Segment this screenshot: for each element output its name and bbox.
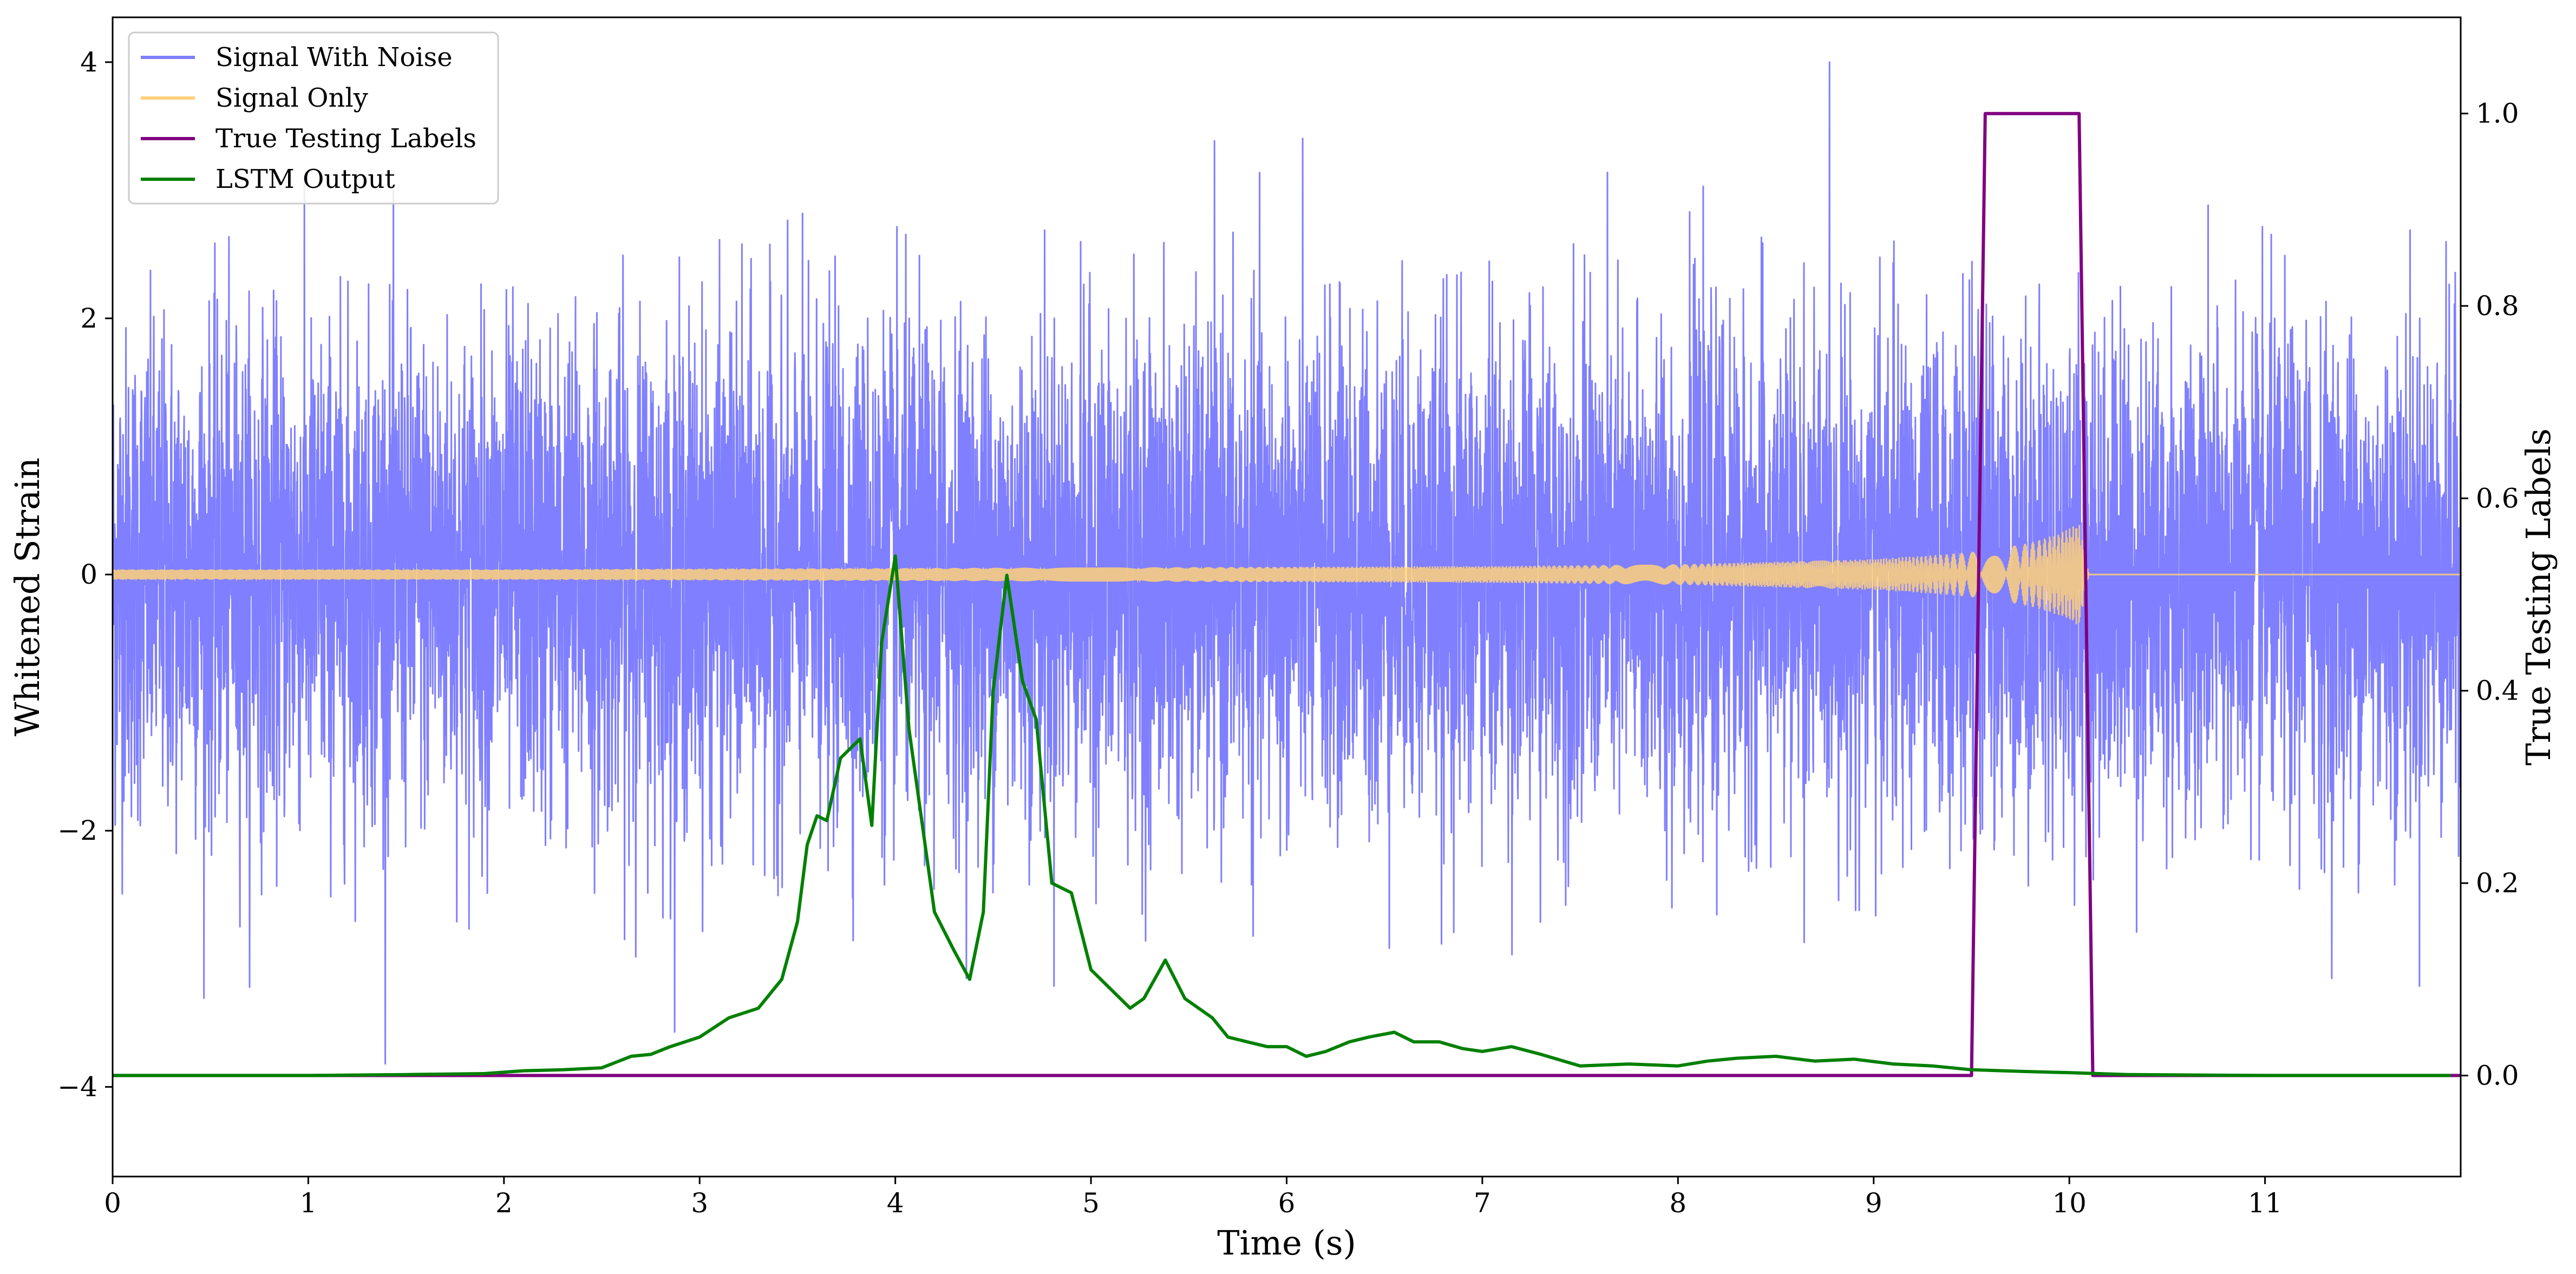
y-tick-label: 2 (80, 303, 97, 334)
x-tick-label: 7 (1474, 1187, 1491, 1219)
x-tick-label: 6 (1278, 1187, 1296, 1219)
y-right-tick-label: 0.6 (2476, 482, 2519, 514)
signal-only-line (113, 525, 2461, 625)
plot-area (113, 61, 2461, 1077)
axes: 0 1 2 3 4 5 6 7 8 9 10 11 −4 −2 0 2 4 0.0 0.2 0.4 0.6 0.8 1.0 T… (8, 16, 2558, 1263)
legend: Signal With Noise Signal Only True Testing… (128, 31, 499, 205)
x-tick-label: 0 (104, 1187, 121, 1219)
legend-label-lstm-output: LSTM Output (215, 164, 395, 194)
y-right-axis-label: True Testing Labels (2519, 428, 2558, 766)
x-tick-label: 3 (691, 1187, 708, 1219)
y-tick-label: −2 (57, 815, 97, 846)
x-tick-label: 5 (1082, 1187, 1100, 1219)
x-tick-label: 10 (2052, 1187, 2087, 1219)
x-tick-label: 4 (887, 1187, 904, 1219)
legend-box (128, 31, 499, 205)
y-right-tick-label: 0.8 (2476, 290, 2519, 322)
x-axis-label: Time (s) (1217, 1223, 1356, 1263)
y-right-tick-label: 0.0 (2476, 1060, 2519, 1091)
lstm-output-line (113, 554, 2451, 1077)
x-tick-label: 8 (1669, 1187, 1686, 1219)
y-axis-label: Whitened Strain (8, 458, 47, 736)
x-tick-label: 9 (1865, 1187, 1882, 1219)
legend-label-signal-with-noise: Signal With Noise (215, 42, 453, 73)
y-right-tick-label: 1.0 (2476, 98, 2519, 129)
y-tick-label: −4 (57, 1071, 97, 1102)
y-right-tick-label: 0.4 (2476, 675, 2519, 707)
legend-label-true-testing-labels: True Testing Labels (215, 123, 476, 154)
x-tick-label: 2 (495, 1187, 513, 1219)
y-tick-label: 4 (80, 47, 97, 78)
x-tick-label: 1 (300, 1187, 317, 1219)
y-tick-label: 0 (80, 559, 97, 590)
x-tick-label: 11 (2248, 1187, 2283, 1219)
y-right-tick-label: 0.2 (2476, 867, 2519, 899)
legend-label-signal-only: Signal Only (215, 83, 368, 113)
